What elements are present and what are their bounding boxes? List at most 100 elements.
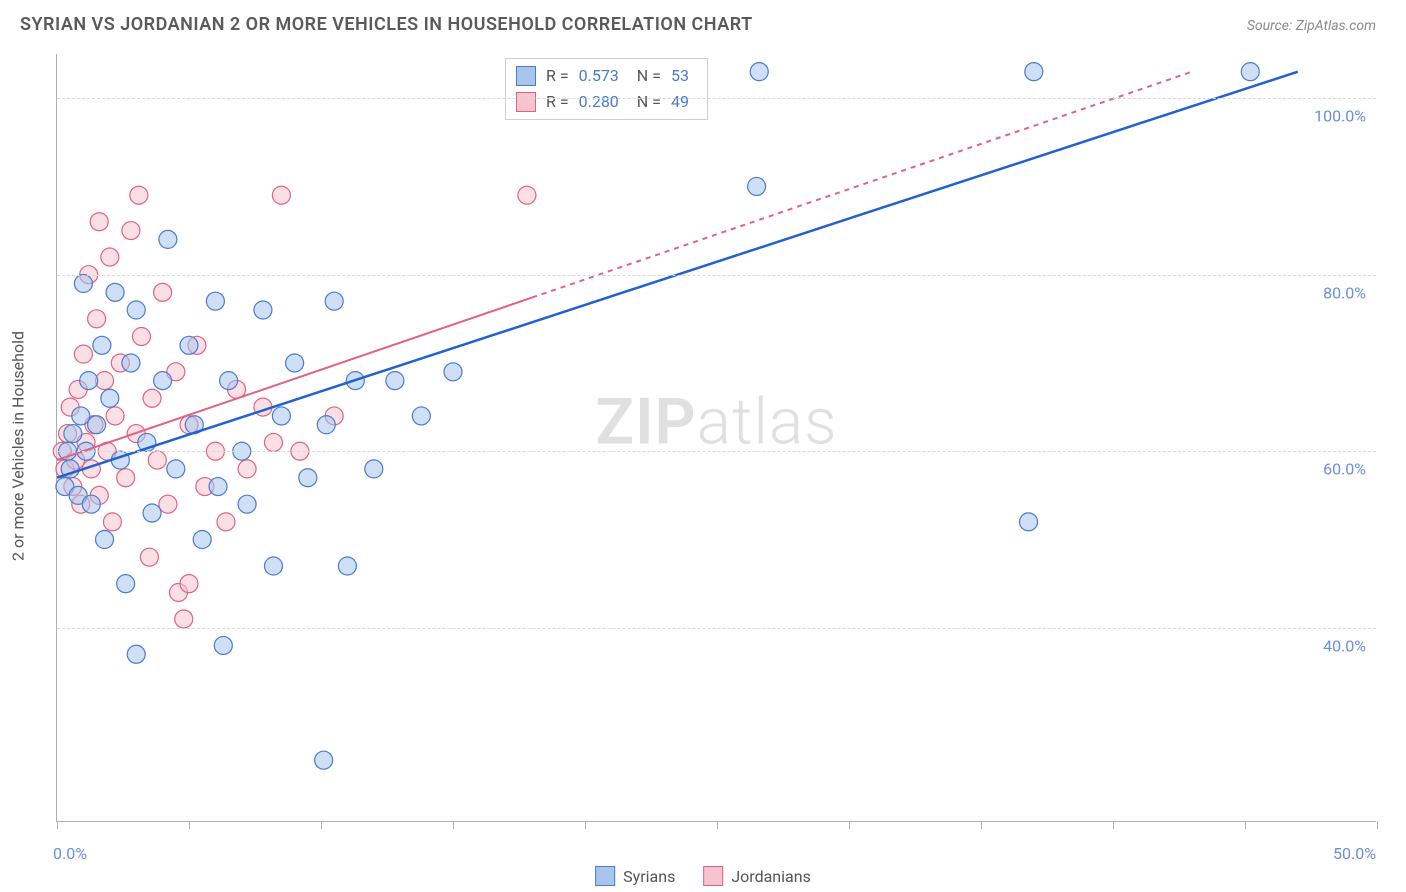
data-point: [209, 478, 227, 496]
data-point: [122, 354, 140, 372]
n-value-syrians: 53: [671, 63, 689, 89]
x-tick: [189, 821, 190, 829]
data-point: [154, 283, 172, 301]
data-point: [88, 310, 106, 328]
data-point: [518, 186, 536, 204]
data-point: [130, 186, 148, 204]
data-point: [254, 301, 272, 319]
data-point: [148, 451, 166, 469]
gridline: [57, 628, 1376, 629]
data-point: [175, 610, 193, 628]
data-point: [1020, 513, 1038, 531]
data-point: [106, 283, 124, 301]
data-point: [750, 63, 768, 81]
legend-item-jordanians: Jordanians: [703, 866, 810, 886]
data-point: [286, 354, 304, 372]
y-axis-label: 2 or more Vehicles in Household: [9, 331, 28, 561]
data-point: [238, 495, 256, 513]
y-tick-label: 60.0%: [1323, 460, 1366, 479]
trend-line: [57, 297, 532, 460]
scatter-svg: [57, 54, 1376, 821]
data-point: [101, 389, 119, 407]
chart-plot-area: ZIPatlas R = 0.573 N = 53 R = 0.280 N = …: [56, 54, 1376, 822]
stats-row-syrians: R = 0.573 N = 53: [516, 63, 697, 89]
data-point: [80, 372, 98, 390]
data-point: [180, 336, 198, 354]
data-point: [299, 469, 317, 487]
data-point: [103, 513, 121, 531]
data-point: [338, 557, 356, 575]
n-label-syrians: N =: [637, 63, 661, 89]
data-point: [386, 372, 404, 390]
n-value-jordanians: 49: [671, 89, 689, 115]
data-point: [180, 575, 198, 593]
n-label-jordanians: N =: [637, 89, 661, 115]
legend-label-jordanians: Jordanians: [731, 867, 810, 886]
data-point: [444, 363, 462, 381]
r-value-jordanians: 0.280: [579, 89, 619, 115]
data-point: [1025, 63, 1043, 81]
data-point: [159, 230, 177, 248]
x-tick-label: 0.0%: [53, 844, 87, 863]
data-point: [159, 495, 177, 513]
legend-label-syrians: Syrians: [623, 867, 675, 886]
data-point: [748, 177, 766, 195]
data-point: [96, 531, 114, 549]
data-point: [127, 301, 145, 319]
y-tick-label: 40.0%: [1323, 636, 1366, 655]
y-tick-label: 100.0%: [1314, 107, 1366, 126]
data-point: [90, 213, 108, 231]
data-point: [140, 548, 158, 566]
data-point: [193, 531, 211, 549]
data-point: [272, 186, 290, 204]
r-value-syrians: 0.573: [579, 63, 619, 89]
data-point: [315, 751, 333, 769]
gridline: [57, 98, 1376, 99]
data-point: [154, 372, 172, 390]
swatch-syrians: [516, 66, 536, 86]
data-point: [143, 504, 161, 522]
legend-item-syrians: Syrians: [595, 866, 675, 886]
legend-swatch-jordanians: [703, 866, 723, 886]
data-point: [325, 292, 343, 310]
r-label-syrians: R =: [546, 63, 569, 89]
r-label-jordanians: R =: [546, 89, 569, 115]
data-point: [72, 407, 90, 425]
chart-header: SYRIAN VS JORDANIAN 2 OR MORE VEHICLES I…: [0, 0, 1406, 43]
data-point: [214, 636, 232, 654]
bottom-legend: Syrians Jordanians: [595, 866, 811, 886]
data-point: [82, 495, 100, 513]
data-point: [127, 645, 145, 663]
x-tick: [1245, 821, 1246, 829]
data-point: [238, 460, 256, 478]
data-point: [365, 460, 383, 478]
y-tick-label: 80.0%: [1323, 283, 1366, 302]
data-point: [264, 433, 282, 451]
gridline: [57, 275, 1376, 276]
data-point: [217, 513, 235, 531]
data-point: [132, 327, 150, 345]
data-point: [64, 425, 82, 443]
data-point: [167, 460, 185, 478]
data-point: [88, 416, 106, 434]
x-tick: [321, 821, 322, 829]
data-point: [272, 407, 290, 425]
data-point: [143, 389, 161, 407]
chart-title: SYRIAN VS JORDANIAN 2 OR MORE VEHICLES I…: [20, 14, 753, 35]
data-point: [122, 222, 140, 240]
x-tick: [57, 821, 58, 829]
data-point: [101, 248, 119, 266]
x-tick: [453, 821, 454, 829]
data-point: [412, 407, 430, 425]
stats-row-jordanians: R = 0.280 N = 49: [516, 89, 697, 115]
x-tick: [717, 821, 718, 829]
legend-swatch-syrians: [595, 866, 615, 886]
swatch-jordanians: [516, 92, 536, 112]
data-point: [1241, 63, 1259, 81]
correlation-stats-box: R = 0.573 N = 53 R = 0.280 N = 49: [505, 58, 708, 120]
data-point: [264, 557, 282, 575]
data-point: [206, 292, 224, 310]
data-point: [117, 575, 135, 593]
x-tick: [1377, 821, 1378, 829]
gridline: [57, 451, 1376, 452]
